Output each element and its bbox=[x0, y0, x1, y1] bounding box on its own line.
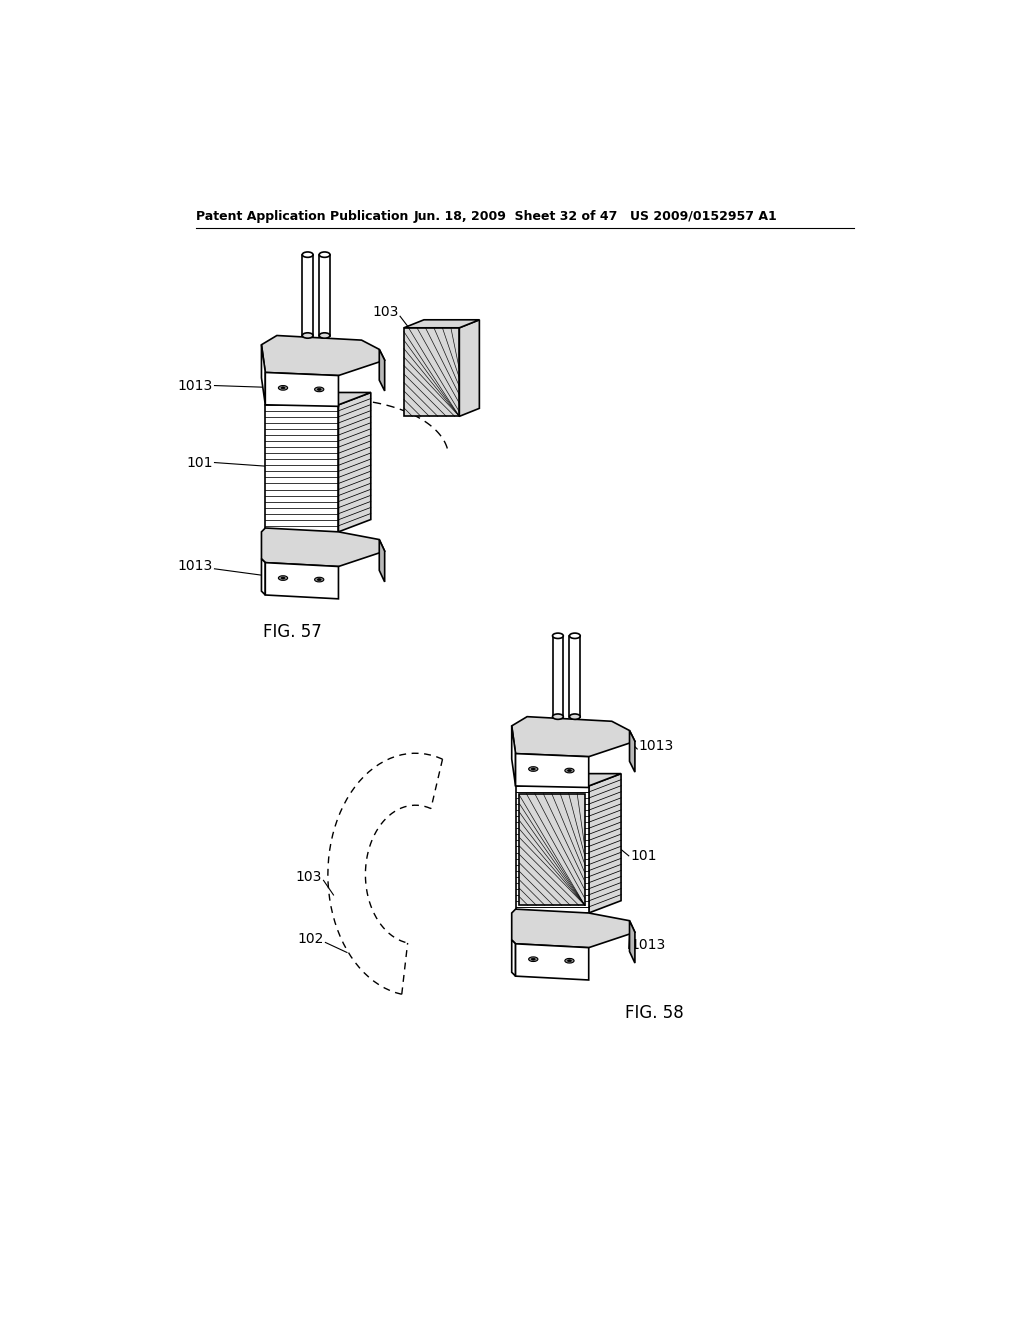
Ellipse shape bbox=[565, 958, 574, 964]
Text: 101: 101 bbox=[631, 849, 656, 863]
Ellipse shape bbox=[553, 714, 563, 719]
Text: 101: 101 bbox=[186, 455, 213, 470]
Text: 1013: 1013 bbox=[631, 939, 666, 952]
Polygon shape bbox=[515, 754, 589, 788]
Text: 102: 102 bbox=[298, 932, 324, 946]
Ellipse shape bbox=[302, 333, 313, 338]
Ellipse shape bbox=[314, 577, 324, 582]
Polygon shape bbox=[261, 335, 385, 376]
Polygon shape bbox=[512, 717, 635, 756]
Ellipse shape bbox=[302, 252, 313, 257]
Text: US 2009/0152957 A1: US 2009/0152957 A1 bbox=[630, 210, 776, 223]
Ellipse shape bbox=[569, 714, 581, 719]
Polygon shape bbox=[630, 921, 635, 964]
Polygon shape bbox=[379, 350, 385, 391]
Ellipse shape bbox=[319, 252, 330, 257]
Polygon shape bbox=[630, 730, 635, 772]
Ellipse shape bbox=[282, 387, 285, 389]
Polygon shape bbox=[515, 774, 621, 785]
Polygon shape bbox=[261, 528, 385, 566]
Ellipse shape bbox=[528, 957, 538, 961]
Polygon shape bbox=[512, 909, 635, 948]
Ellipse shape bbox=[317, 388, 322, 391]
Ellipse shape bbox=[553, 634, 563, 639]
Polygon shape bbox=[339, 392, 371, 532]
Ellipse shape bbox=[569, 634, 581, 639]
Polygon shape bbox=[515, 785, 589, 913]
Ellipse shape bbox=[531, 958, 536, 960]
Polygon shape bbox=[403, 327, 460, 416]
Ellipse shape bbox=[317, 578, 322, 581]
Text: FIG. 58: FIG. 58 bbox=[625, 1005, 684, 1022]
Ellipse shape bbox=[282, 577, 285, 579]
Ellipse shape bbox=[279, 385, 288, 391]
Ellipse shape bbox=[565, 768, 574, 774]
Ellipse shape bbox=[314, 387, 324, 392]
Text: 103: 103 bbox=[296, 870, 322, 884]
Polygon shape bbox=[261, 558, 265, 595]
Polygon shape bbox=[403, 319, 479, 327]
Polygon shape bbox=[460, 319, 479, 416]
Ellipse shape bbox=[528, 767, 538, 771]
Text: 1013: 1013 bbox=[178, 379, 213, 392]
Polygon shape bbox=[265, 372, 339, 407]
Ellipse shape bbox=[279, 576, 288, 581]
Polygon shape bbox=[379, 540, 385, 582]
Ellipse shape bbox=[319, 333, 330, 338]
Text: 103: 103 bbox=[372, 305, 398, 319]
Text: 1013: 1013 bbox=[178, 560, 213, 573]
Ellipse shape bbox=[531, 768, 536, 770]
Polygon shape bbox=[265, 562, 339, 599]
Ellipse shape bbox=[567, 960, 571, 962]
Polygon shape bbox=[512, 940, 515, 977]
Polygon shape bbox=[265, 405, 339, 532]
Text: Patent Application Publication: Patent Application Publication bbox=[196, 210, 409, 223]
Polygon shape bbox=[515, 944, 589, 979]
Polygon shape bbox=[589, 774, 621, 913]
Ellipse shape bbox=[567, 770, 571, 771]
Polygon shape bbox=[261, 345, 265, 405]
Text: Jun. 18, 2009  Sheet 32 of 47: Jun. 18, 2009 Sheet 32 of 47 bbox=[414, 210, 618, 223]
Text: FIG. 57: FIG. 57 bbox=[263, 623, 322, 642]
Polygon shape bbox=[265, 392, 371, 405]
Text: 102: 102 bbox=[456, 322, 482, 337]
Polygon shape bbox=[519, 793, 585, 906]
Polygon shape bbox=[512, 726, 515, 785]
Text: 1013: 1013 bbox=[639, 739, 674, 752]
